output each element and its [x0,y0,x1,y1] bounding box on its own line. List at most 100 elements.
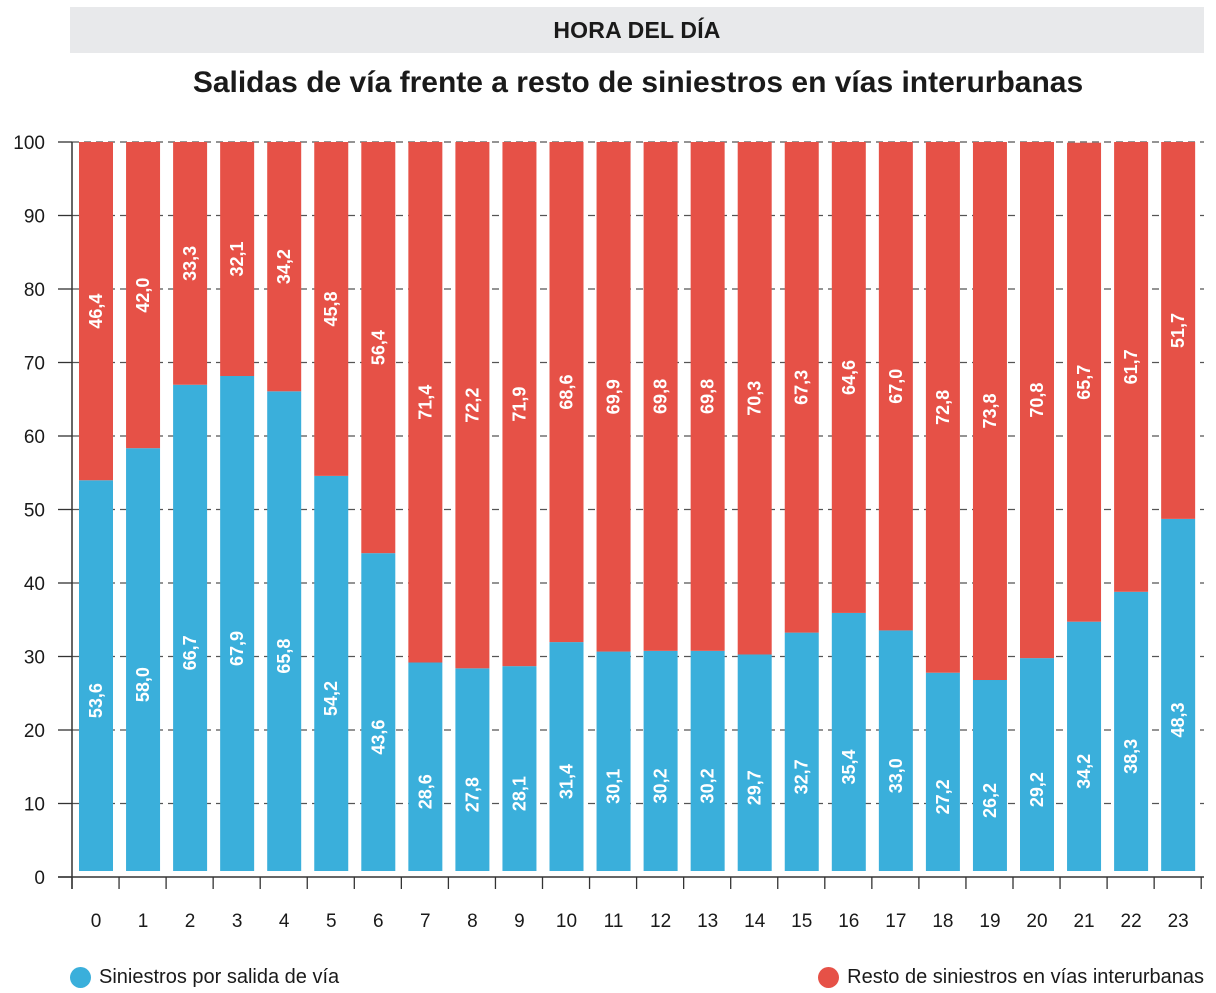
y-tick-label: 70 [24,354,45,375]
bar-value-label: 43,6 [368,720,388,755]
y-tick-label: 90 [24,207,45,228]
y-tick-label: 40 [24,574,45,595]
section-label: HORA DEL DÍA [553,16,721,43]
bar-value-label: 53,6 [86,683,106,718]
bar-salida-de-via [784,632,819,871]
bar-salida-de-via [549,642,584,871]
bar-salida-de-via [126,448,161,871]
legend-label: Siniestros por salida de vía [99,966,340,988]
bar-value-label: 70,3 [745,381,765,416]
bar-value-label: 32,1 [227,241,247,276]
x-tick-label: 16 [838,911,859,932]
x-tick-label: 2 [185,911,196,932]
x-tick-label: 6 [373,911,384,932]
x-tick-label: 4 [279,911,290,932]
bar-salida-de-via [596,651,631,871]
x-tick-label: 11 [604,911,624,932]
chart-title: Salidas de vía frente a resto de siniest… [192,66,1084,99]
legend-dot-blue-icon [70,967,91,988]
y-tick-label: 100 [13,133,45,154]
bar-resto-siniestros [79,142,113,481]
bar-value-label: 33,0 [886,758,906,793]
bar-salida-de-via [502,666,537,871]
bar-resto-siniestros [1161,142,1196,519]
bar-salida-de-via [878,630,913,871]
bar-salida-de-via [1067,621,1102,871]
y-tick-label: 60 [24,427,45,448]
x-tick-label: 20 [1026,911,1047,932]
y-tick-label: 30 [24,648,45,669]
bar-value-label: 28,1 [509,776,529,811]
x-tick-label: 18 [932,911,953,932]
bar-value-label: 70,8 [1027,383,1047,418]
legend-item-salida: Siniestros por salida de vía [70,966,339,989]
x-tick-label: 14 [744,911,766,932]
bar-resto-siniestros [737,142,772,655]
bar-salida-de-via [361,553,396,871]
bar-value-label: 51,7 [1168,313,1188,348]
bar-value-label: 72,2 [462,388,482,423]
bar-value-label: 29,7 [745,770,765,805]
bar-resto-siniestros [596,142,631,652]
y-tick-label: 0 [34,868,45,889]
bar-value-label: 71,9 [509,387,529,422]
bar-salida-de-via [455,668,490,871]
bar-salida-de-via [1114,591,1149,871]
bar-value-label: 58,0 [133,667,153,702]
bar-salida-de-via [267,391,302,871]
bar-salida-de-via [79,480,113,871]
bar-resto-siniestros [408,142,443,663]
bar-value-label: 72,8 [933,390,953,425]
bar-value-label: 28,6 [415,774,435,809]
bar-resto-siniestros [361,142,396,554]
x-tick-label: 9 [514,911,525,932]
x-tick-label: 0 [91,911,102,932]
y-tick-label: 20 [24,721,45,742]
bar-value-label: 67,0 [886,369,906,404]
bar-value-label: 69,8 [698,379,718,414]
bar-value-label: 67,9 [227,631,247,666]
bar-value-label: 33,3 [180,246,200,281]
bar-value-label: 64,6 [839,360,859,395]
bar-value-label: 65,8 [274,639,294,674]
bar-salida-de-via [408,662,443,871]
bar-resto-siniestros [220,142,255,377]
bar-salida-de-via [643,650,678,871]
bar-salida-de-via [173,384,208,871]
y-tick-label: 80 [24,280,45,301]
bar-resto-siniestros [972,142,1007,681]
x-tick-label: 10 [556,911,577,932]
y-tick-label: 50 [24,501,45,522]
legend-dot-red-icon [818,967,840,988]
bar-salida-de-via [737,654,772,871]
bar-resto-siniestros [267,142,302,392]
bar-value-label: 27,8 [462,777,482,812]
x-tick-label: 13 [697,911,718,932]
bar-value-label: 29,2 [1027,772,1047,807]
x-tick-label: 8 [467,911,478,932]
section-header-band: HORA DEL DÍA [70,7,1204,53]
legend-label: Resto de siniestros en vías interurbanas [847,966,1204,988]
bar-resto-siniestros [502,142,537,667]
x-tick-label: 23 [1168,911,1189,932]
bar-value-label: 46,4 [86,294,106,329]
bar-resto-siniestros [925,142,960,673]
bar-value-label: 71,4 [415,385,435,420]
bar-value-label: 38,3 [1121,739,1141,774]
bar-value-label: 27,2 [933,779,953,814]
bar-value-label: 54,2 [321,681,341,716]
bar-value-label: 32,7 [792,759,812,794]
bar-resto-siniestros [1114,142,1149,592]
x-tick-label: 1 [138,911,149,932]
bar-salida-de-via [972,680,1007,871]
bar-value-label: 42,0 [133,278,153,313]
bar-resto-siniestros [173,142,208,385]
bar-salida-de-via [1020,658,1054,871]
legend-item-resto: Resto de siniestros en vías interurbanas [818,966,1204,989]
bar-value-label: 69,9 [604,379,624,414]
bar-value-label: 45,8 [321,291,341,326]
x-tick-label: 22 [1121,911,1142,932]
bar-salida-de-via [220,376,255,871]
bar-salida-de-via [314,475,349,871]
bar-value-label: 69,8 [651,379,671,414]
